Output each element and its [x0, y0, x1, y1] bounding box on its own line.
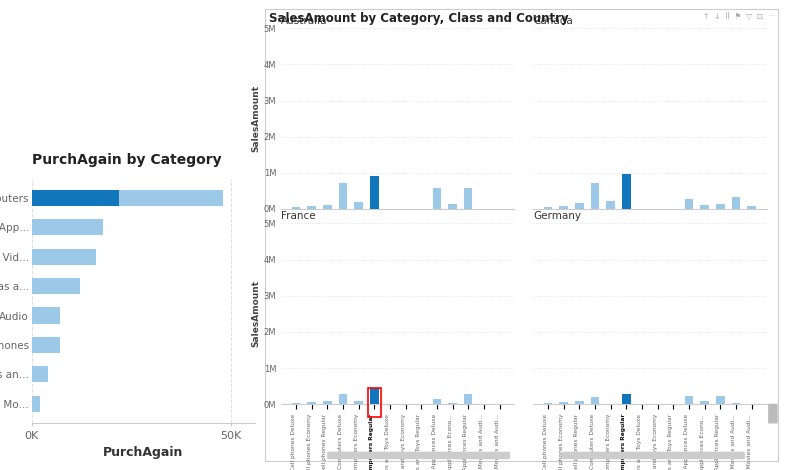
Bar — [747, 206, 756, 209]
Bar — [448, 204, 457, 209]
Bar — [291, 207, 300, 209]
Bar — [432, 399, 441, 404]
Y-axis label: SalesAmount: SalesAmount — [252, 85, 261, 152]
Bar — [370, 388, 379, 404]
Bar — [448, 403, 457, 404]
Bar — [323, 204, 332, 209]
Bar — [32, 366, 48, 383]
Bar — [291, 403, 300, 404]
Bar — [607, 201, 615, 209]
Y-axis label: SalesAmount: SalesAmount — [252, 280, 261, 347]
Bar — [716, 204, 724, 209]
Text: ↑  ↓  ⅠⅠ  ⚑  ▽  ⊡  ···: ↑ ↓ ⅠⅠ ⚑ ▽ ⊡ ··· — [703, 12, 775, 21]
Bar — [323, 401, 332, 404]
Text: Germany: Germany — [533, 211, 581, 221]
Bar — [544, 403, 552, 404]
Bar — [591, 183, 599, 209]
Text: PurchAgain by Category: PurchAgain by Category — [32, 153, 221, 167]
Bar — [32, 249, 96, 265]
Bar — [307, 206, 316, 209]
Bar — [560, 206, 568, 209]
Bar — [370, 176, 379, 209]
Bar — [575, 203, 583, 209]
Bar — [432, 188, 441, 209]
Text: SalesAmount by Category, Class and Country: SalesAmount by Category, Class and Count… — [269, 12, 568, 25]
Bar — [32, 190, 119, 206]
Bar — [32, 219, 103, 235]
Bar — [560, 402, 568, 404]
Bar — [591, 397, 599, 404]
Bar — [622, 173, 630, 209]
Bar — [575, 401, 583, 404]
Bar — [307, 402, 316, 404]
Bar — [464, 394, 473, 404]
X-axis label: PurchAgain: PurchAgain — [103, 446, 183, 459]
Bar — [732, 196, 740, 209]
Bar — [32, 307, 60, 324]
Bar — [354, 203, 363, 209]
Bar — [700, 401, 709, 404]
Bar — [354, 401, 363, 404]
Bar — [732, 403, 740, 404]
Bar — [32, 278, 80, 294]
Bar — [32, 396, 40, 412]
Bar — [716, 396, 724, 404]
Bar — [338, 394, 347, 404]
Bar — [622, 394, 630, 404]
Bar — [338, 183, 347, 209]
Bar — [685, 199, 693, 209]
Bar — [368, 388, 380, 417]
Bar — [700, 205, 709, 209]
Text: France: France — [281, 211, 315, 221]
Text: Canada: Canada — [533, 16, 573, 26]
Bar — [464, 188, 473, 209]
Text: Australia: Australia — [281, 16, 327, 26]
Bar — [544, 207, 552, 209]
Bar — [32, 190, 223, 206]
Bar — [685, 396, 693, 404]
Bar — [32, 337, 60, 353]
